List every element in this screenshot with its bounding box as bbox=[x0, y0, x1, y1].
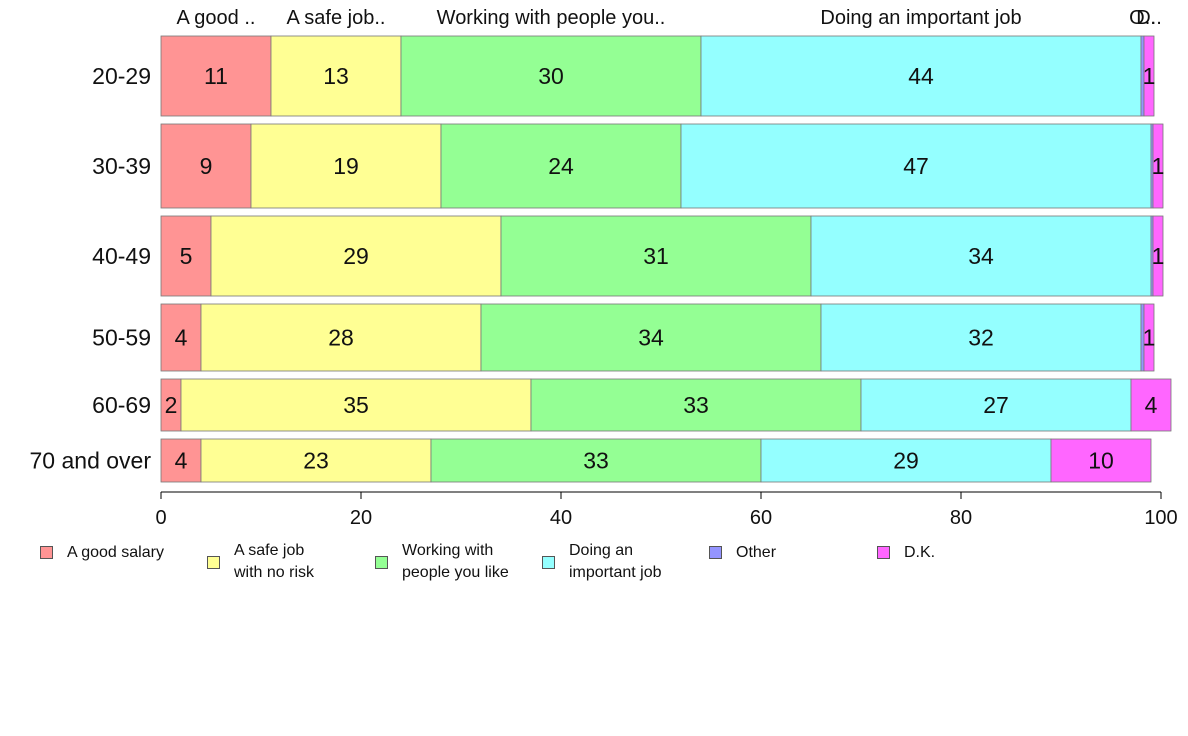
data-label-50-59-a-safe-job-with-no-risk: 28 bbox=[328, 325, 354, 351]
data-label-30-39-doing-an-important-job: 47 bbox=[903, 153, 929, 179]
top-series-label-working-with-people-you-like: Working with people you.. bbox=[437, 7, 666, 29]
bar-40-49-a-good-salary bbox=[160, 215, 212, 297]
data-label-30-39-d-k: 1 bbox=[1152, 153, 1165, 179]
category-label-40-49: 40-49 bbox=[92, 243, 151, 269]
category-label-20-29: 20-29 bbox=[92, 63, 151, 89]
data-label-40-49-a-safe-job-with-no-risk: 29 bbox=[343, 243, 369, 269]
bar-50-59-doing-an-important-job bbox=[820, 303, 1142, 372]
legend-swatch-dk bbox=[877, 545, 890, 559]
bar-40-49-d-k bbox=[1152, 215, 1164, 297]
bar-70-and-over-a-good-salary bbox=[160, 438, 202, 483]
bar-20-29-doing-an-important-job bbox=[700, 35, 1142, 117]
data-label-30-39-working-with-people-you-like: 24 bbox=[548, 153, 574, 179]
bar-50-59-a-good-salary bbox=[160, 303, 202, 372]
bar-30-39-d-k bbox=[1152, 123, 1164, 209]
legend-item-dk: D.K. bbox=[877, 540, 935, 564]
bar-70-and-over-doing-an-important-job bbox=[760, 438, 1052, 483]
legend-item-safe-job: A safe job with no risk bbox=[207, 540, 314, 584]
data-label-60-69-d-k: 4 bbox=[1145, 392, 1158, 418]
bar-60-69-working-with-people-you-like bbox=[530, 378, 862, 432]
data-label-70-and-over-working-with-people-you-like: 33 bbox=[583, 448, 609, 474]
top-series-label-other: O.. bbox=[1129, 7, 1156, 29]
bar-30-39-working-with-people-you-like bbox=[440, 123, 682, 209]
data-label-20-29-a-safe-job-with-no-risk: 13 bbox=[323, 63, 349, 89]
legend-item-other: Other bbox=[709, 540, 776, 564]
legend-swatch-good-salary bbox=[40, 545, 53, 559]
top-series-label-doing-an-important-job: Doing an important job bbox=[820, 7, 1021, 29]
data-label-30-39-a-good-salary: 9 bbox=[200, 153, 213, 179]
x-tick-label-20: 20 bbox=[350, 507, 372, 529]
data-label-20-29-working-with-people-you-like: 30 bbox=[538, 63, 564, 89]
bar-70-and-over-d-k bbox=[1050, 438, 1152, 483]
data-label-70-and-over-doing-an-important-job: 29 bbox=[893, 448, 919, 474]
bar-20-29-d-k bbox=[1143, 35, 1155, 117]
category-label-30-39: 30-39 bbox=[92, 153, 151, 179]
data-label-60-69-doing-an-important-job: 27 bbox=[983, 392, 1009, 418]
legend-item-working-with-people: Working with people you like bbox=[375, 540, 509, 584]
data-label-30-39-a-safe-job-with-no-risk: 19 bbox=[333, 153, 359, 179]
data-label-40-49-a-good-salary: 5 bbox=[180, 243, 193, 269]
data-label-40-49-working-with-people-you-like: 31 bbox=[643, 243, 669, 269]
x-tick-label-40: 40 bbox=[550, 507, 572, 529]
data-label-50-59-d-k: 1 bbox=[1143, 325, 1156, 351]
legend-label-working-with-people: Working with people you like bbox=[402, 542, 509, 581]
data-label-60-69-working-with-people-you-like: 33 bbox=[683, 392, 709, 418]
legend-swatch-important-job bbox=[542, 555, 555, 569]
x-tick-label-100: 100 bbox=[1144, 507, 1177, 529]
bar-30-39-a-safe-job-with-no-risk bbox=[250, 123, 442, 209]
bar-30-39-a-good-salary bbox=[160, 123, 252, 209]
bar-70-and-over-a-safe-job-with-no-risk bbox=[200, 438, 432, 483]
legend: A good salary A safe job with no risk Wo… bbox=[0, 540, 1188, 590]
data-label-70-and-over-d-k: 10 bbox=[1088, 448, 1114, 474]
data-label-50-59-doing-an-important-job: 32 bbox=[968, 325, 994, 351]
legend-label-dk: D.K. bbox=[904, 544, 936, 561]
data-label-70-and-over-a-good-salary: 4 bbox=[175, 448, 188, 474]
category-label-60-69: 60-69 bbox=[92, 392, 151, 418]
data-label-60-69-a-good-salary: 2 bbox=[165, 392, 178, 418]
top-series-label-d-k: D.. bbox=[1136, 7, 1162, 29]
stacked-bar-chart: A good .. A safe job.. Working with people… bbox=[30, 7, 1178, 529]
x-tick-label-60: 60 bbox=[750, 507, 772, 529]
legend-label-good-salary: A good salary bbox=[67, 544, 164, 561]
bar-60-69-doing-an-important-job bbox=[860, 378, 1132, 432]
data-label-20-29-doing-an-important-job: 44 bbox=[908, 63, 934, 89]
category-label-70-and-over: 70 and over bbox=[30, 448, 152, 474]
data-label-50-59-a-good-salary: 4 bbox=[175, 325, 188, 351]
legend-item-important-job: Doing an important job bbox=[542, 540, 662, 584]
bar-20-29-a-safe-job-with-no-risk bbox=[270, 35, 402, 117]
bar-40-49-doing-an-important-job bbox=[810, 215, 1152, 297]
bar-50-59-a-safe-job-with-no-risk bbox=[200, 303, 482, 372]
data-label-60-69-a-safe-job-with-no-risk: 35 bbox=[343, 392, 369, 418]
bar-40-49-working-with-people-you-like bbox=[500, 215, 812, 297]
x-tick-label-80: 80 bbox=[950, 507, 972, 529]
legend-label-safe-job: A safe job with no risk bbox=[234, 542, 315, 581]
data-label-70-and-over-a-safe-job-with-no-risk: 23 bbox=[303, 448, 329, 474]
top-series-label-a-safe-job-with-no-risk: A safe job.. bbox=[287, 7, 386, 29]
bar-40-49-a-safe-job-with-no-risk bbox=[210, 215, 502, 297]
data-label-40-49-doing-an-important-job: 34 bbox=[968, 243, 994, 269]
legend-swatch-safe-job bbox=[207, 555, 220, 569]
bar-60-69-a-safe-job-with-no-risk bbox=[180, 378, 532, 432]
legend-label-important-job: Doing an important job bbox=[569, 542, 662, 581]
bar-70-and-over-working-with-people-you-like bbox=[430, 438, 762, 483]
bar-60-69-d-k bbox=[1130, 378, 1172, 432]
bar-50-59-d-k bbox=[1143, 303, 1155, 372]
top-series-label-a-good-salary: A good .. bbox=[177, 7, 256, 29]
bar-50-59-working-with-people-you-like bbox=[480, 303, 822, 372]
data-label-40-49-d-k: 1 bbox=[1152, 243, 1165, 269]
data-label-20-29-a-good-salary: 11 bbox=[204, 63, 228, 89]
data-label-50-59-working-with-people-you-like: 34 bbox=[638, 325, 664, 351]
legend-swatch-other bbox=[709, 545, 722, 559]
data-label-20-29-d-k: 1 bbox=[1143, 63, 1156, 89]
legend-item-good-salary: A good salary bbox=[40, 540, 164, 564]
x-tick-label-0: 0 bbox=[155, 507, 166, 529]
legend-swatch-working-with-people bbox=[375, 555, 388, 569]
category-label-50-59: 50-59 bbox=[92, 325, 151, 351]
legend-label-other: Other bbox=[736, 544, 777, 561]
